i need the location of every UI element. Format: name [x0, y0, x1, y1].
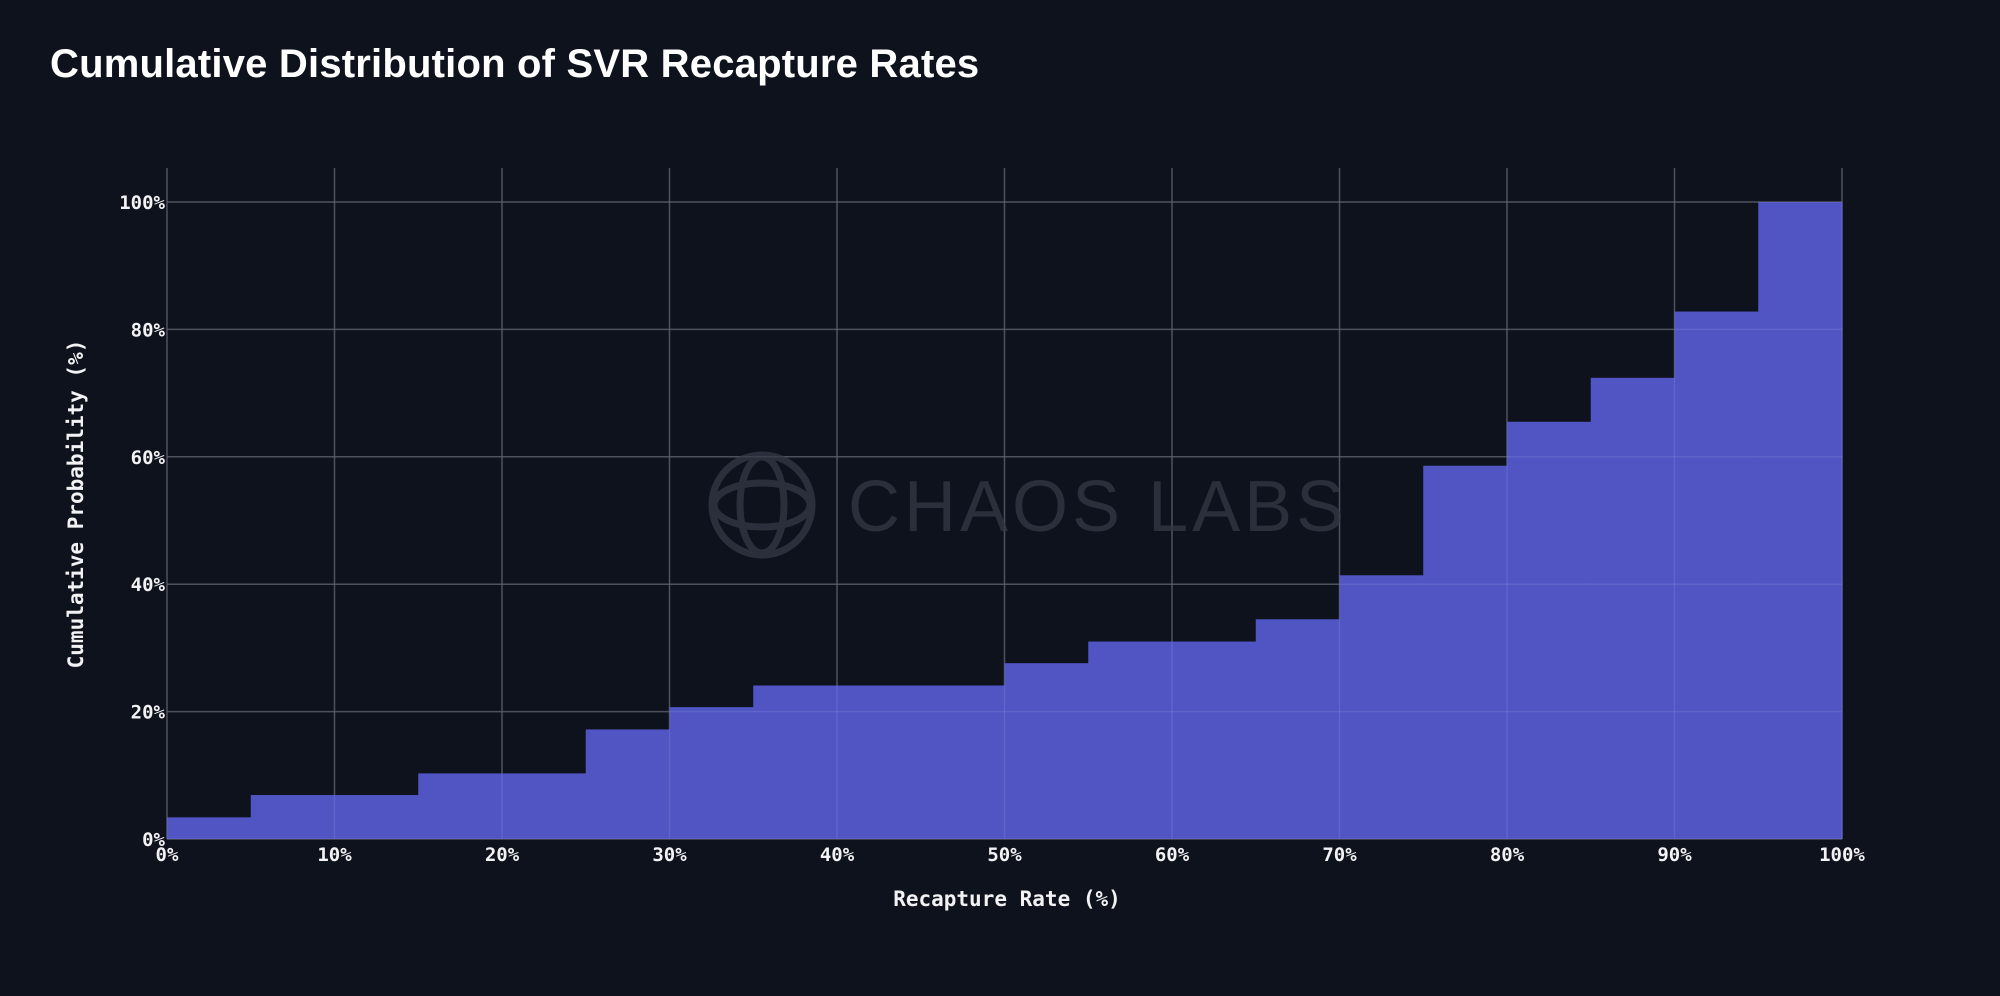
y-axis-title: Cumulative Probability (%) — [64, 340, 88, 669]
bar-bin-90-95 — [1674, 311, 1759, 840]
x-tick-label: 50% — [987, 844, 1022, 866]
bar-bin-75-80 — [1423, 465, 1508, 839]
x-tick-label: 80% — [1490, 844, 1525, 866]
bar-bin-30-35 — [669, 707, 754, 839]
bar-bin-50-55 — [1004, 663, 1089, 839]
x-tick-label: 10% — [317, 844, 352, 866]
x-tick-label: 60% — [1155, 844, 1190, 866]
watermark: CHAOS LABS — [708, 451, 1348, 559]
bar-bin-35-40 — [753, 685, 838, 839]
bar-bin-65-70 — [1255, 619, 1340, 839]
y-tick-label: 100% — [119, 192, 165, 214]
bar-bin-55-60 — [1088, 641, 1173, 839]
chaos-labs-logo-icon — [708, 451, 816, 559]
x-tick-label: 40% — [820, 844, 855, 866]
y-tick-label: 0% — [142, 829, 165, 851]
x-tick-label: 30% — [652, 844, 687, 866]
bar-bin-80-85 — [1507, 421, 1592, 839]
x-tick-label: 70% — [1322, 844, 1357, 866]
watermark-text: CHAOS LABS — [848, 467, 1348, 547]
bar-bin-15-20 — [418, 773, 503, 839]
y-tick-label: 40% — [131, 574, 166, 596]
axis-labels-layer: 0% 10% 20% 30% 40% 50% 60% 70% 80% 90% 100% 0% 20% 40… — [119, 192, 1865, 866]
bar-bin-20-25 — [502, 773, 587, 839]
y-tick-label: 20% — [131, 702, 166, 724]
x-tick-label: 100% — [1819, 844, 1865, 866]
bar-bin-85-90 — [1590, 377, 1675, 839]
bar-bin-60-65 — [1172, 641, 1257, 839]
bar-bin-25-30 — [585, 729, 670, 839]
chart-title: Cumulative Distribution of SVR Recapture… — [50, 42, 980, 86]
x-tick-label: 0% — [156, 844, 179, 866]
x-tick-label: 20% — [485, 844, 520, 866]
y-tick-label: 60% — [131, 447, 166, 469]
x-tick-label: 90% — [1657, 844, 1692, 866]
y-tick-label: 80% — [131, 319, 166, 341]
bar-bin-45-50 — [920, 685, 1005, 839]
bar-bin-10-15 — [334, 795, 419, 839]
bar-bin-5-10 — [250, 795, 335, 839]
bars-layer — [166, 168, 1843, 840]
x-axis-title: Recapture Rate (%) — [893, 887, 1121, 911]
bar-bin-95-100 — [1758, 202, 1843, 839]
bar-bin-70-75 — [1339, 575, 1424, 839]
bar-bin-40-45 — [837, 685, 922, 839]
bar-bin-0-5 — [167, 817, 252, 839]
